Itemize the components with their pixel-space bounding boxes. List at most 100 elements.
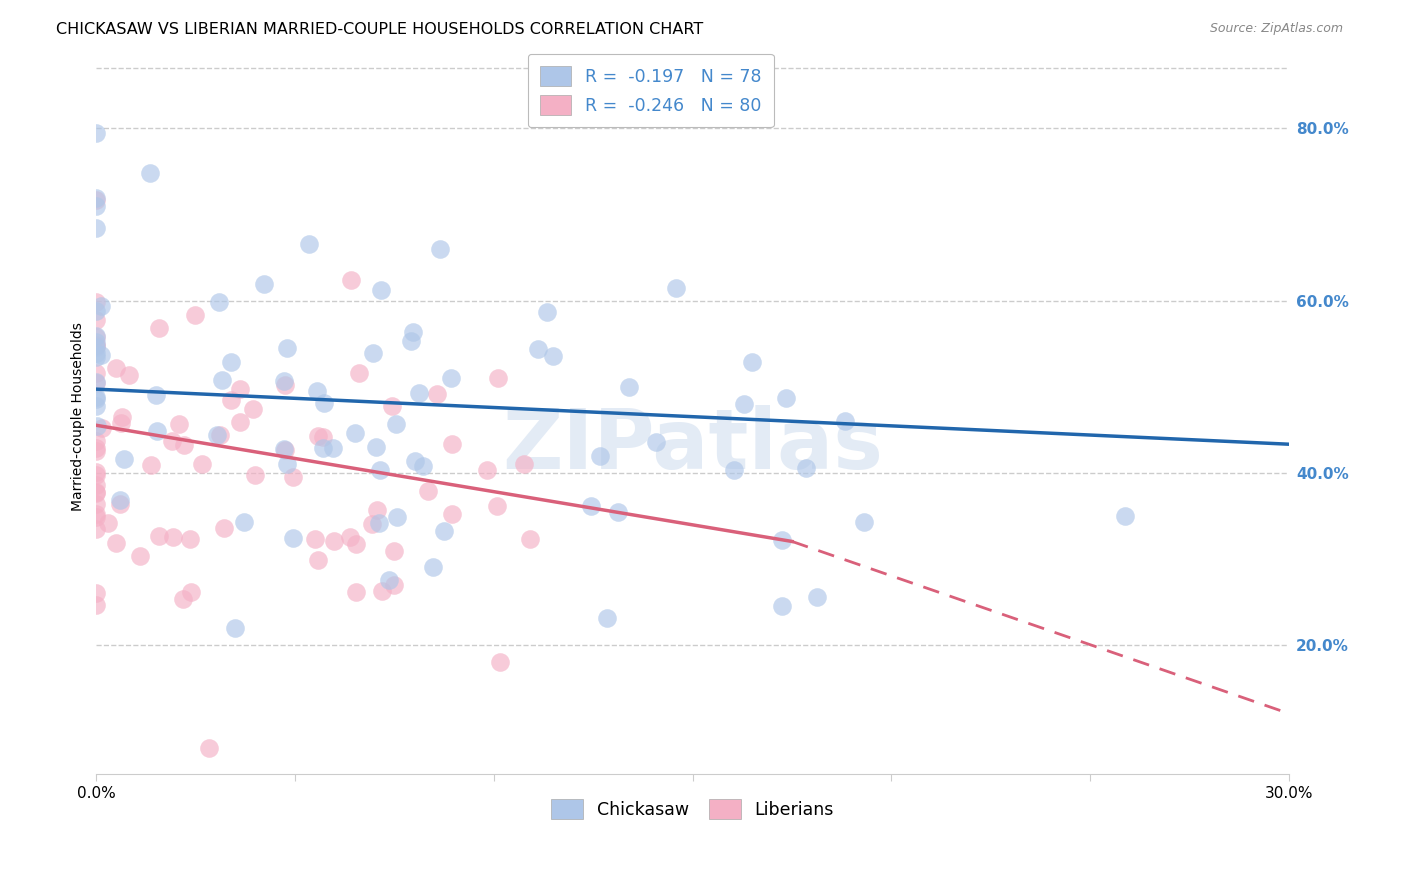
Point (86, 466, 108, 480)
Point (105, 361, 128, 376)
Point (606, 505, 628, 519)
Y-axis label: Married-couple Households: Married-couple Households (72, 322, 86, 511)
Point (371, 584, 394, 599)
Point (617, 380, 640, 394)
Point (128, 549, 150, 564)
Text: ZIPatlas: ZIPatlas (502, 405, 883, 486)
Point (733, 397, 755, 411)
Point (228, 382, 250, 396)
Point (370, 284, 392, 298)
Point (723, 463, 745, 477)
Point (172, 591, 194, 606)
Point (208, 295, 231, 310)
Point (589, 449, 612, 463)
Point (86, 485, 108, 500)
Point (273, 442, 295, 456)
Point (276, 341, 298, 355)
Point (108, 492, 131, 507)
Point (276, 457, 298, 471)
Point (381, 399, 404, 413)
Point (145, 388, 167, 402)
Point (412, 458, 434, 473)
Point (86, 598, 108, 612)
Point (219, 355, 242, 369)
Point (86, 191, 108, 205)
Point (314, 395, 336, 409)
Point (322, 441, 344, 455)
Point (86, 478, 108, 492)
Legend: Chickasaw, Liberians: Chickasaw, Liberians (544, 792, 841, 826)
Point (489, 655, 512, 669)
Point (408, 386, 430, 401)
Point (433, 524, 456, 539)
Point (86, 400, 108, 414)
Point (340, 273, 363, 287)
Point (426, 387, 449, 401)
Point (212, 521, 235, 535)
Point (141, 458, 163, 472)
Point (173, 438, 195, 452)
Point (90, 299, 112, 313)
Point (312, 441, 335, 455)
Point (229, 415, 252, 429)
Point (86, 312, 108, 326)
Point (211, 373, 233, 387)
Point (86, 346, 108, 360)
Point (86, 339, 108, 353)
Point (104, 536, 127, 550)
Point (86, 329, 108, 343)
Point (86, 193, 108, 207)
Point (86, 295, 108, 310)
Point (86, 221, 108, 235)
Point (404, 454, 426, 468)
Point (86, 467, 108, 482)
Point (232, 515, 254, 529)
Point (644, 434, 666, 449)
Point (148, 320, 170, 334)
Point (197, 741, 219, 756)
Point (108, 497, 131, 511)
Point (441, 437, 464, 451)
Point (796, 461, 818, 475)
Point (86, 376, 108, 391)
Point (86, 335, 108, 350)
Point (91, 421, 114, 435)
Point (86, 486, 108, 500)
Point (307, 553, 329, 567)
Point (422, 560, 444, 574)
Point (775, 391, 797, 405)
Point (209, 428, 232, 442)
Point (579, 500, 602, 514)
Point (110, 416, 132, 430)
Point (366, 503, 388, 517)
Point (111, 409, 134, 424)
Point (86, 390, 108, 404)
Point (360, 516, 382, 531)
Point (146, 424, 169, 438)
Point (519, 532, 541, 546)
Point (160, 434, 183, 448)
Point (253, 277, 276, 291)
Point (86, 522, 108, 536)
Point (806, 590, 828, 604)
Point (323, 533, 346, 548)
Point (367, 516, 389, 531)
Point (770, 533, 793, 547)
Point (179, 532, 201, 546)
Point (86, 304, 108, 318)
Point (274, 443, 297, 458)
Point (399, 334, 422, 348)
Point (429, 242, 451, 256)
Point (97, 516, 120, 530)
Point (477, 463, 499, 477)
Point (834, 414, 856, 428)
Point (86, 434, 108, 448)
Point (853, 515, 876, 529)
Point (224, 620, 246, 634)
Point (363, 346, 385, 360)
Point (527, 342, 550, 356)
Point (139, 166, 162, 180)
Point (148, 529, 170, 543)
Point (86, 340, 108, 354)
Point (343, 425, 366, 440)
